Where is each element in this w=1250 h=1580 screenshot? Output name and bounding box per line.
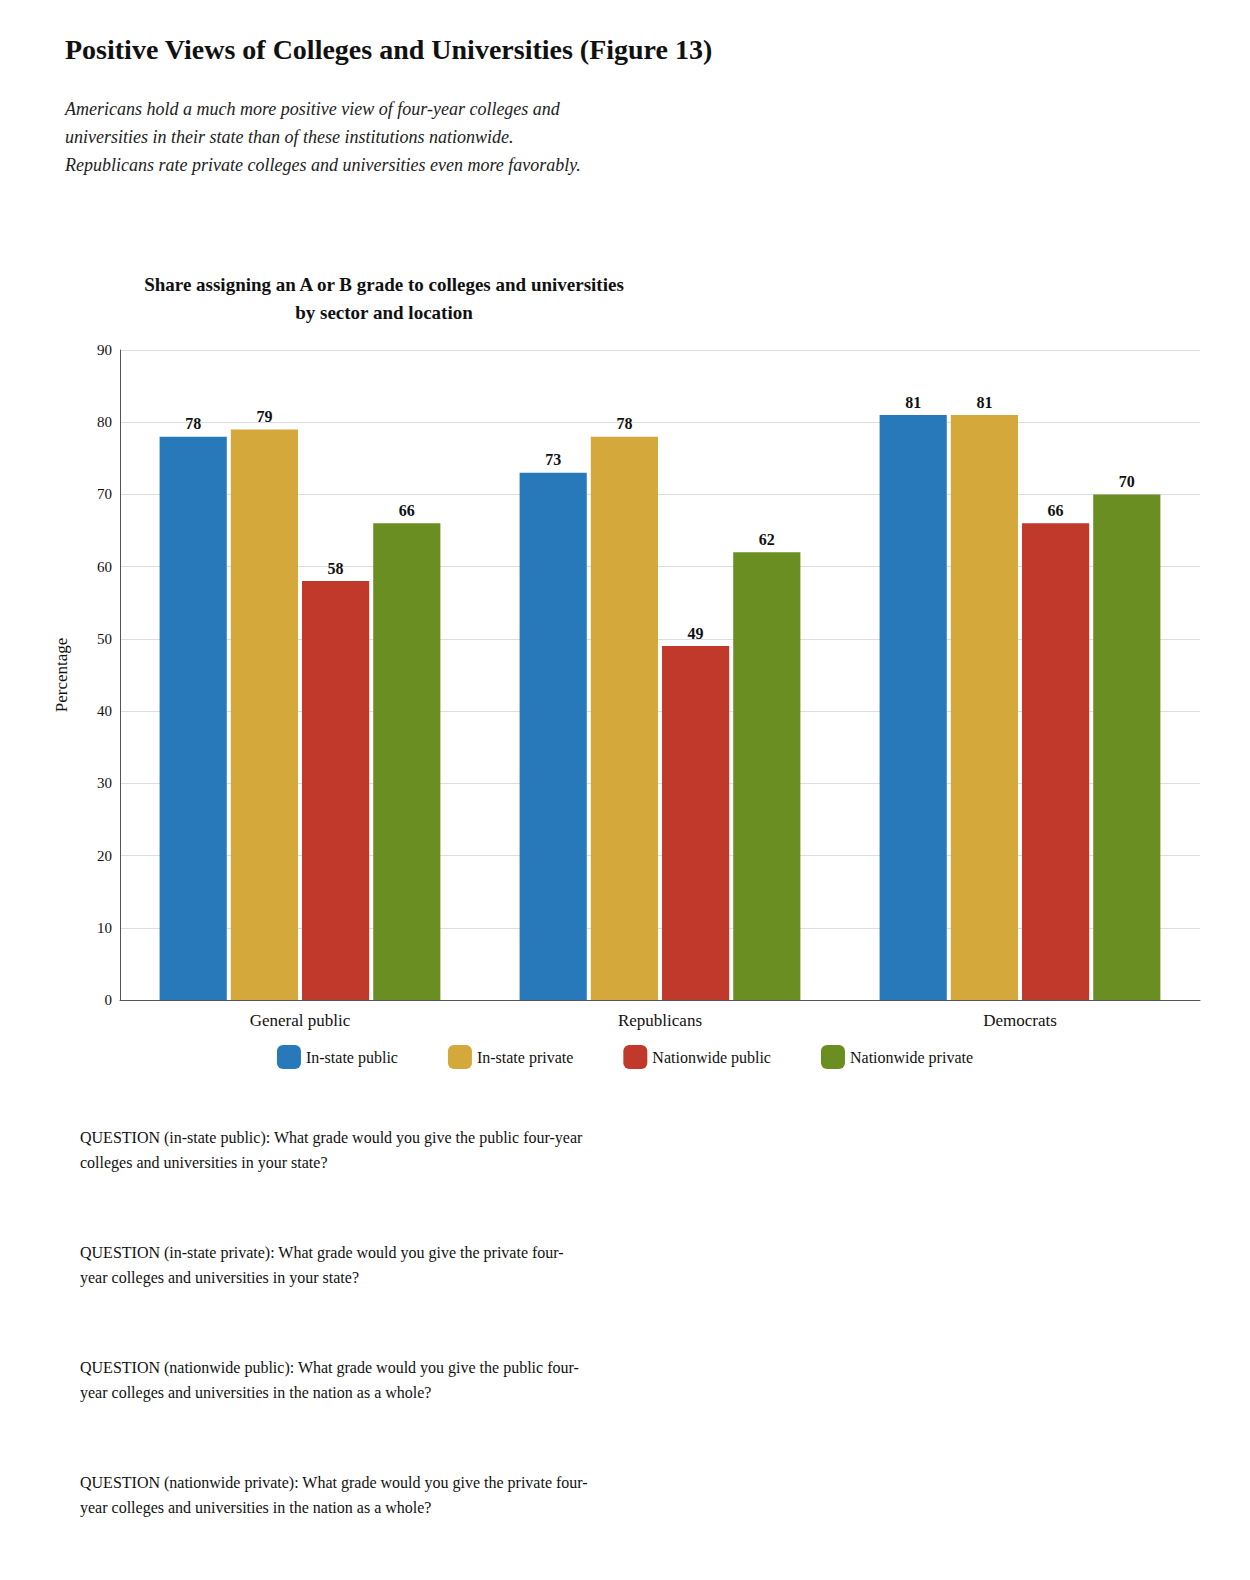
svg-text:Positive Views of Colleges and: Positive Views of Colleges and Universit… [65,34,712,65]
svg-text:20: 20 [97,848,112,864]
svg-text:81: 81 [905,394,921,411]
svg-text:58: 58 [328,560,344,577]
svg-text:year colleges and universities: year colleges and universities in your s… [80,1269,359,1287]
svg-text:70: 70 [1119,473,1135,490]
svg-text:Nationwide public: Nationwide public [652,1049,771,1067]
svg-text:Percentage: Percentage [52,638,71,713]
svg-text:78: 78 [616,415,632,432]
svg-text:Americans hold a much more pos: Americans hold a much more positive view… [64,99,561,119]
svg-text:30: 30 [97,775,112,791]
svg-text:In-state private: In-state private [477,1049,573,1067]
svg-text:Share assigning an A or B grad: Share assigning an A or B grade to colle… [144,274,624,295]
svg-text:QUESTION (nationwide private):: QUESTION (nationwide private): What grad… [80,1474,588,1492]
svg-text:90: 90 [97,342,112,358]
svg-text:by sector and location: by sector and location [295,302,473,323]
svg-text:70: 70 [97,486,112,502]
svg-text:80: 80 [97,414,112,430]
svg-text:In-state public: In-state public [306,1049,398,1067]
svg-text:60: 60 [97,559,112,575]
svg-text:62: 62 [759,531,775,548]
svg-text:Republicans: Republicans [618,1011,702,1030]
svg-text:QUESTION (nationwide public):: QUESTION (nationwide public): What grade… [80,1359,579,1377]
svg-text:10: 10 [97,920,112,936]
svg-text:year colleges and universities: year colleges and universities in the na… [80,1499,431,1517]
svg-text:66: 66 [399,502,415,519]
svg-text:78: 78 [185,415,201,432]
svg-text:40: 40 [97,703,112,719]
svg-text:79: 79 [256,408,272,425]
svg-text:QUESTION (in-state public): Wh: QUESTION (in-state public): What grade w… [80,1129,583,1147]
svg-text:81: 81 [976,394,992,411]
svg-text:QUESTION (in-state private): W: QUESTION (in-state private): What grade … [80,1244,564,1262]
svg-text:Democrats: Democrats [983,1011,1057,1030]
svg-text:Nationwide private: Nationwide private [850,1049,973,1067]
svg-text:universities in their state th: universities in their state than of thes… [65,127,513,147]
svg-text:49: 49 [688,625,704,642]
svg-text:colleges and universities in y: colleges and universities in your state? [80,1154,327,1172]
svg-text:50: 50 [97,631,112,647]
svg-text:66: 66 [1048,502,1064,519]
svg-text:0: 0 [105,992,113,1008]
svg-text:year colleges and universities: year colleges and universities in the na… [80,1384,431,1402]
svg-text:73: 73 [545,451,561,468]
svg-text:General public: General public [250,1011,351,1030]
svg-text:Republicans rate private colle: Republicans rate private colleges and un… [64,155,581,175]
